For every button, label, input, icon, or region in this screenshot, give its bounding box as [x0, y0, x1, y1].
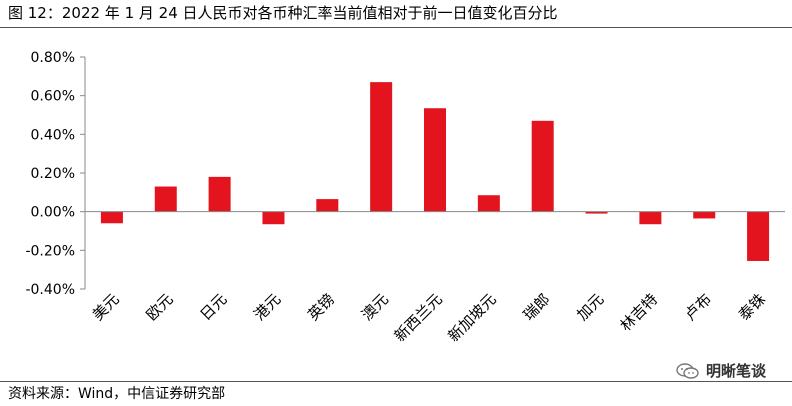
- y-tick-label: -0.20%: [25, 243, 75, 259]
- bar: [585, 211, 608, 214]
- y-tick-label: 0.20%: [31, 166, 75, 182]
- bar: [370, 82, 393, 212]
- y-tick-label: 0.00%: [31, 205, 75, 221]
- category-label: 加元: [573, 290, 607, 324]
- source-note: 资料来源：Wind，中信证券研究部: [8, 386, 226, 402]
- bar: [154, 186, 177, 212]
- category-label: 美元: [89, 290, 123, 324]
- category-label: 欧元: [143, 290, 177, 324]
- y-tick-label: 0.60%: [31, 89, 75, 105]
- watermark: 明晰笔谈: [676, 360, 766, 381]
- watermark-text: 明晰笔谈: [705, 362, 766, 380]
- category-label: 澳元: [358, 290, 392, 324]
- bar: [424, 108, 446, 212]
- bar: [639, 211, 662, 225]
- top-rule: [0, 27, 792, 28]
- category-label: 卢布: [681, 290, 715, 324]
- wechat-icon: [676, 362, 699, 379]
- bar: [531, 120, 554, 212]
- bottom-rule: [0, 381, 792, 382]
- bars: [100, 82, 770, 261]
- y-tick-labels: -0.40% -0.20% 0.00% 0.20% 0.40% 0.60% 0.80%: [25, 50, 85, 298]
- category-label: 泰铢: [735, 290, 769, 324]
- bar: [693, 211, 716, 219]
- bar: [477, 195, 500, 212]
- category-label: 瑞郎: [520, 290, 554, 324]
- bar: [262, 211, 285, 225]
- y-tick-label: 0.40%: [31, 127, 75, 143]
- category-label: 英镑: [304, 290, 338, 324]
- category-label: 新加坡元: [445, 290, 500, 345]
- category-label: 港元: [250, 290, 284, 324]
- bar: [208, 176, 231, 212]
- y-tick-label: -0.40%: [25, 282, 75, 298]
- bar: [747, 211, 770, 261]
- category-label: 日元: [196, 290, 230, 324]
- category-label: 林吉特: [617, 290, 662, 335]
- bar: [100, 211, 123, 224]
- category-label: 新西兰元: [391, 290, 446, 345]
- bar: [316, 199, 339, 212]
- bar-chart: -0.40% -0.20% 0.00% 0.20% 0.40% 0.60% 0.80% 美元…: [25, 50, 785, 345]
- figure-title: 图 12：2022 年 1 月 24 日人民币对各币种汇率当前值相对于前一日值变…: [8, 4, 558, 22]
- y-tick-label: 0.80%: [31, 50, 75, 66]
